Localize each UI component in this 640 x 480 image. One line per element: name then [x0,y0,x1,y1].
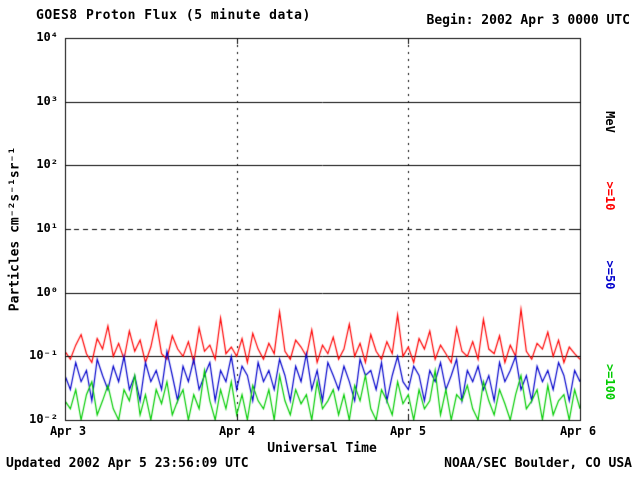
x-tick-label: Apr 3 [49,424,87,438]
y-tick-label: 10⁰ [36,285,58,299]
chart-title: GOES8 Proton Flux (5 minute data) [36,8,311,23]
series-label-ge100: >=100 [603,363,617,401]
y-tick-label: 10² [36,157,58,171]
source-credit: NOAA/SEC Boulder, CO USA [444,456,632,471]
y-tick-label: 10³ [36,94,58,108]
series-label-ge10: >=10 [603,181,617,211]
y-tick-label: 10¹ [36,221,58,235]
y-tick-label: 10⁴ [36,30,58,44]
x-axis-label: Universal Time [267,441,377,456]
begin-timestamp: Begin: 2002 Apr 3 0000 UTC [426,13,631,28]
y-tick-label: 10⁻² [29,412,58,426]
x-tick-label: Apr 4 [218,424,256,438]
series-label-ge50: >=50 [603,260,617,290]
updated-timestamp: Updated 2002 Apr 5 23:56:09 UTC [6,456,249,471]
y-tick-label: 10⁻¹ [29,348,58,362]
y-axis-label: Particles cm⁻²s⁻¹sr⁻¹ [7,146,23,312]
x-tick-label: Apr 6 [559,424,597,438]
mev-unit-label: MeV [603,111,617,133]
x-tick-label: Apr 5 [389,424,427,438]
